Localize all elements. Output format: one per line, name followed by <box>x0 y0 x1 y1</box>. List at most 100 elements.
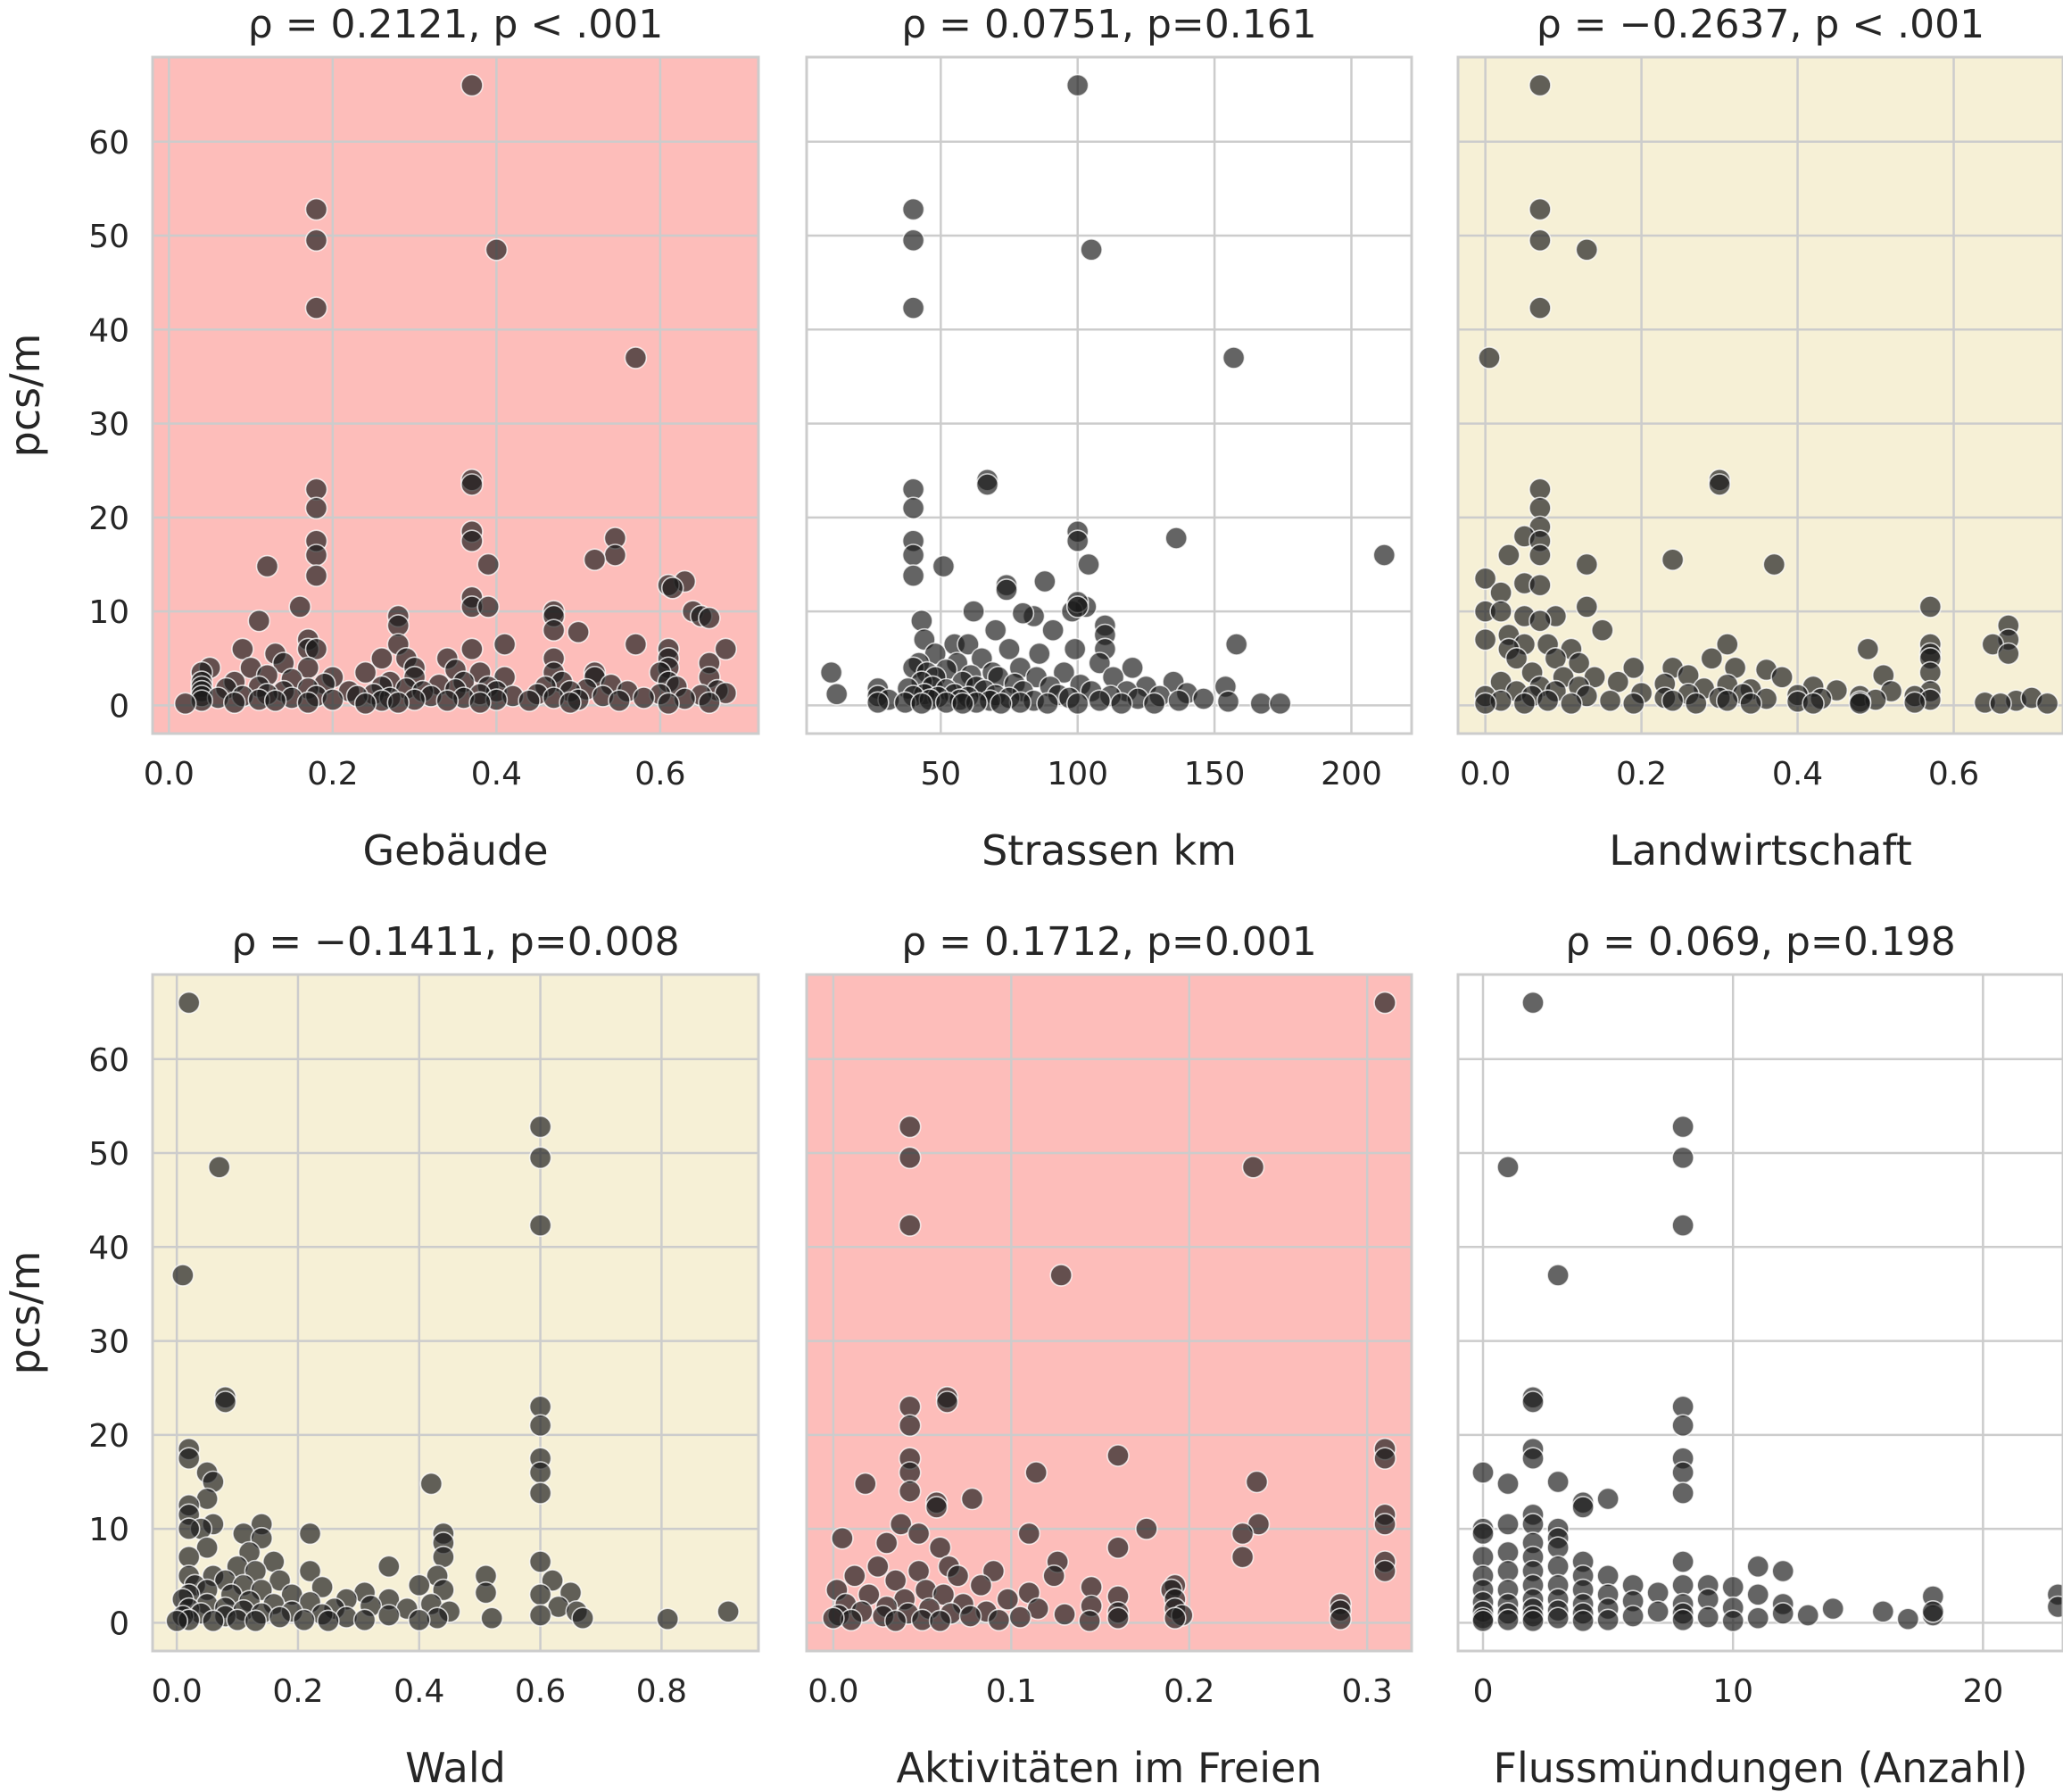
x-axis-label: Wald <box>405 1744 506 1792</box>
data-point <box>432 1545 455 1569</box>
data-point <box>1053 1603 1076 1626</box>
data-point <box>352 1608 377 1632</box>
data-point <box>1065 595 1089 618</box>
data-point <box>603 543 627 567</box>
data-point <box>1896 1607 1920 1630</box>
data-point <box>901 543 925 567</box>
data-point <box>1142 692 1166 716</box>
y-tick-label: 10 <box>88 1512 129 1548</box>
data-point <box>1661 548 1685 572</box>
data-point <box>571 1606 594 1630</box>
axes-frame <box>151 55 760 735</box>
data-point <box>1036 692 1059 716</box>
data-point <box>377 1604 401 1627</box>
data-point <box>1042 1564 1065 1588</box>
data-point <box>476 552 501 577</box>
data-point <box>1230 1522 1255 1546</box>
data-point <box>1856 637 1880 661</box>
x-tick-label: 0.6 <box>634 756 685 792</box>
data-point <box>177 991 201 1015</box>
data-point <box>1621 1605 1645 1628</box>
data-point <box>1529 573 1552 597</box>
data-point <box>1373 1447 1396 1470</box>
x-tick-label: 100 <box>1047 756 1108 792</box>
data-point <box>1521 1447 1545 1470</box>
data-point <box>969 1573 993 1597</box>
data-point <box>528 1414 552 1438</box>
data-point <box>177 1517 201 1540</box>
data-point <box>1521 1390 1545 1414</box>
scatter-panel-2: ρ = 0.0751, p=0.161 50 100 150 200 Strassen k… <box>805 2 1413 875</box>
data-point <box>1596 1487 1620 1511</box>
data-point <box>1049 1264 1073 1287</box>
x-tick-label: 200 <box>1321 756 1382 792</box>
data-point <box>1496 1608 1520 1632</box>
data-point <box>1135 1517 1158 1540</box>
y-tick-label: 20 <box>88 501 129 537</box>
data-point <box>268 1605 292 1629</box>
data-point <box>1512 692 1537 716</box>
data-point <box>1504 646 1529 670</box>
x-tick-label: 50 <box>920 756 961 792</box>
data-point <box>476 595 501 618</box>
data-point <box>353 692 377 716</box>
data-point <box>1471 1609 1495 1633</box>
y-tick-label: 60 <box>88 125 129 162</box>
data-point <box>528 1115 552 1139</box>
x-tick-label: 0.4 <box>1772 756 1823 792</box>
data-point <box>292 1608 316 1632</box>
data-point <box>632 686 656 709</box>
data-point <box>177 1447 201 1470</box>
data-point <box>1560 692 1583 716</box>
data-point <box>924 1496 949 1519</box>
data-point <box>528 1146 552 1170</box>
data-point <box>288 595 312 618</box>
x-axis-label: Aktivitäten im Freien <box>896 1744 1321 1792</box>
panel-title: ρ = −0.2637, p < .001 <box>1537 2 1984 47</box>
data-point <box>1575 552 1599 577</box>
data-point <box>321 688 344 711</box>
data-point <box>714 637 738 661</box>
data-point <box>304 564 328 587</box>
data-point <box>480 1606 504 1630</box>
data-point <box>353 660 377 684</box>
data-point <box>173 692 197 716</box>
data-point <box>660 576 684 600</box>
data-point <box>304 496 328 520</box>
y-tick-label: 30 <box>88 1324 129 1361</box>
data-point <box>1373 1513 1396 1536</box>
data-point <box>898 1115 922 1139</box>
data-point <box>717 1600 740 1623</box>
data-point <box>468 691 492 715</box>
data-point <box>1770 665 1794 689</box>
data-point <box>1596 1608 1620 1632</box>
data-point <box>898 1214 922 1237</box>
scatter-points <box>1471 991 2063 1633</box>
data-point <box>1671 1214 1694 1237</box>
data-point <box>1546 1606 1570 1630</box>
data-point <box>460 529 484 553</box>
data-point <box>1622 656 1645 680</box>
data-point <box>1496 1513 1520 1536</box>
data-point <box>1230 1545 1255 1569</box>
data-point <box>853 1472 877 1496</box>
data-point <box>898 1480 922 1503</box>
data-point <box>1329 1607 1352 1630</box>
x-tick-label: 0.6 <box>1928 756 1979 792</box>
x-axis-label: Landwirtschaft <box>1609 826 1912 875</box>
data-point <box>567 620 590 644</box>
data-point <box>874 1531 899 1555</box>
data-point <box>698 606 721 630</box>
data-point <box>263 689 287 713</box>
scatter-panel-6: ρ = 0.069, p=0.198 0 10 20 Flussmündungen (A… <box>1456 919 2063 1792</box>
x-tick-label: 0.1 <box>986 1673 1037 1710</box>
data-point <box>951 692 974 716</box>
data-point <box>962 600 985 623</box>
data-point <box>1088 689 1112 713</box>
data-point <box>1661 689 1685 713</box>
data-point <box>898 1146 922 1170</box>
data-point <box>1708 473 1731 496</box>
data-point <box>831 1526 854 1550</box>
data-point <box>1821 1597 1844 1621</box>
x-tick-label: 0.2 <box>307 756 358 792</box>
